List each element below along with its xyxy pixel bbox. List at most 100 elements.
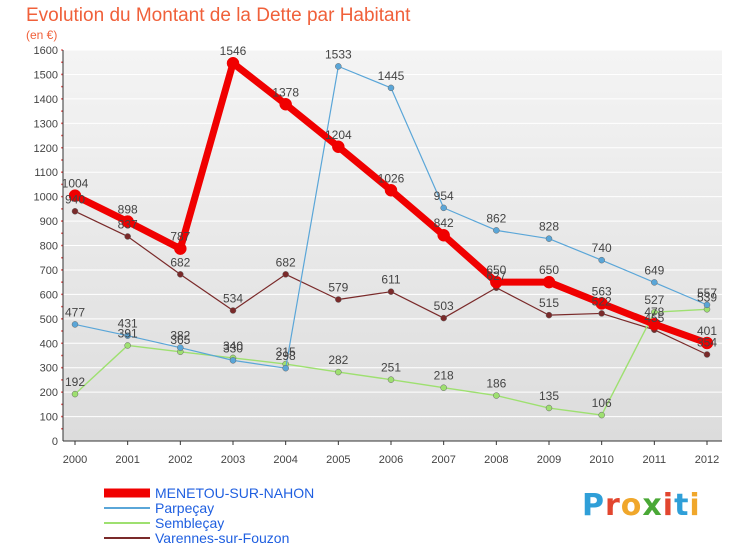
data-point-varennes-sur-fouzon	[229, 307, 237, 314]
x-tick-label: 2003	[221, 454, 245, 466]
data-point-varennes-sur-fouzon	[703, 351, 711, 358]
data-point-varennes-sur-fouzon	[124, 233, 131, 240]
legend-label-varennes-sur-fouzon: Varennes-sur-Fouzon	[155, 530, 289, 546]
data-point-semble-ay	[124, 342, 131, 349]
axis-minor-tick	[61, 232, 63, 235]
chart-unit-label: (en €)	[26, 28, 58, 42]
data-label-parpe-ay: 1533	[325, 47, 352, 61]
x-tick-label: 2002	[168, 454, 192, 466]
axis-minor-tick	[61, 366, 63, 369]
x-tick-label: 2011	[643, 454, 667, 466]
chart-title: Evolution du Montant de la Dette par Hab…	[26, 5, 411, 26]
data-point-semble-ay	[651, 308, 658, 316]
logo-letter: i	[689, 488, 701, 523]
data-label-menetou-sur-nahon: 1378	[272, 85, 299, 99]
x-tick-label: 2004	[273, 454, 297, 466]
y-tick-label: 700	[40, 265, 58, 277]
data-point-menetou-sur-nahon	[490, 275, 503, 289]
data-point-parpe-ay	[71, 321, 79, 328]
data-point-parpe-ay	[440, 204, 447, 212]
data-point-menetou-sur-nahon	[121, 215, 134, 228]
data-label-parpe-ay: 431	[118, 317, 138, 331]
logo-letter: o	[620, 488, 643, 523]
legend-label-parpe-ay: Parpeçay	[155, 500, 214, 516]
y-tick-label: 1500	[34, 69, 58, 81]
data-point-varennes-sur-fouzon	[71, 208, 79, 215]
x-tick-label: 2000	[63, 454, 87, 466]
y-tick-label: 800	[40, 241, 58, 253]
data-label-parpe-ay: 330	[223, 341, 243, 355]
axis-minor-tick	[61, 305, 63, 308]
data-label-parpe-ay: 954	[434, 189, 454, 203]
data-label-menetou-sur-nahon: 1204	[325, 128, 352, 142]
data-point-varennes-sur-fouzon	[545, 311, 553, 319]
data-label-varennes-sur-fouzon: 611	[381, 273, 400, 287]
logo-letter: r	[605, 488, 621, 523]
data-point-semble-ay	[387, 376, 395, 383]
data-label-menetou-sur-nahon: 478	[644, 305, 664, 319]
data-label-semble-ay: 315	[276, 345, 296, 359]
data-point-parpe-ay	[335, 63, 342, 70]
axis-minor-tick	[61, 244, 63, 247]
data-point-semble-ay	[440, 384, 447, 391]
y-tick-label: 900	[40, 216, 58, 228]
data-point-varennes-sur-fouzon	[387, 288, 395, 295]
axis-minor-tick	[61, 317, 63, 320]
data-point-menetou-sur-nahon	[437, 228, 450, 242]
data-label-semble-ay: 192	[65, 375, 85, 389]
logo-letter: i	[662, 488, 675, 523]
data-label-varennes-sur-fouzon: 940	[65, 192, 85, 206]
axis-minor-tick	[61, 171, 63, 174]
data-label-varennes-sur-fouzon: 682	[276, 255, 296, 269]
x-tick-label: 2010	[589, 454, 613, 466]
data-label-parpe-ay: 382	[170, 329, 190, 343]
data-point-varennes-sur-fouzon	[440, 314, 447, 322]
data-label-semble-ay: 340	[223, 339, 243, 353]
axis-minor-tick	[61, 85, 63, 88]
data-point-parpe-ay	[493, 227, 500, 234]
data-label-varennes-sur-fouzon: 515	[539, 296, 559, 310]
y-tick-label: 600	[40, 289, 58, 301]
data-label-parpe-ay: 649	[644, 263, 664, 277]
y-tick-label: 400	[40, 338, 58, 350]
axis-minor-tick	[61, 342, 63, 345]
axis-minor-tick	[61, 415, 63, 418]
x-tick-label: 2001	[115, 454, 139, 466]
data-label-varennes-sur-fouzon: 534	[223, 292, 243, 306]
data-label-varennes-sur-fouzon: 579	[328, 281, 348, 295]
data-label-menetou-sur-nahon: 1004	[62, 177, 89, 191]
data-label-menetou-sur-nahon: 1026	[378, 171, 405, 185]
axis-minor-tick	[61, 183, 63, 186]
logo-letter: t	[674, 488, 690, 523]
data-point-varennes-sur-fouzon	[282, 271, 289, 278]
data-label-varennes-sur-fouzon: 682	[170, 255, 190, 269]
x-tick-label: 2008	[484, 454, 508, 466]
axis-minor-tick	[61, 134, 63, 137]
axis-minor-tick	[61, 330, 63, 332]
data-label-semble-ay: 527	[644, 293, 664, 307]
data-label-varennes-sur-fouzon: 503	[434, 299, 454, 313]
proxiti-logo: Proxiti	[582, 488, 701, 523]
data-point-semble-ay	[545, 404, 553, 412]
data-label-varennes-sur-fouzon: 455	[644, 311, 664, 325]
axis-minor-tick	[61, 195, 63, 198]
data-label-semble-ay: 135	[539, 389, 559, 403]
data-point-menetou-sur-nahon	[174, 242, 187, 255]
data-point-menetou-sur-nahon	[226, 56, 240, 70]
data-point-menetou-sur-nahon	[648, 317, 661, 331]
y-tick-label: 1400	[34, 94, 58, 106]
data-label-parpe-ay: 477	[65, 305, 85, 319]
axis-minor-tick	[61, 220, 63, 222]
data-label-parpe-ay: 862	[486, 211, 506, 225]
data-label-menetou-sur-nahon: 898	[118, 203, 138, 217]
data-label-semble-ay: 391	[118, 326, 138, 340]
legend-label-semble-ay: Sembleçay	[155, 515, 224, 531]
axis-minor-tick	[61, 379, 63, 381]
data-label-menetou-sur-nahon: 1546	[220, 44, 247, 58]
axis-minor-tick	[61, 269, 63, 271]
axis-minor-tick	[61, 110, 63, 112]
y-tick-label: 100	[40, 412, 58, 424]
axis-minor-tick	[61, 122, 63, 125]
